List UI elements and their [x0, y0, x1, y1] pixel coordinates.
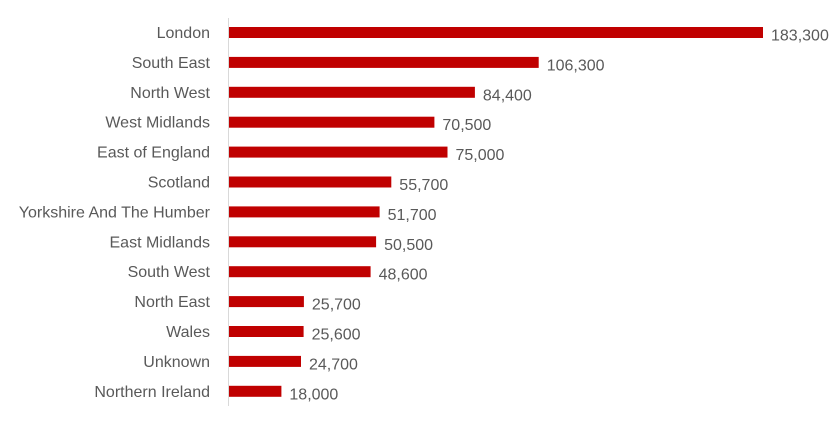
category-label: Unknown [143, 354, 210, 371]
value-label: 84,400 [483, 87, 532, 104]
bar-south-west [229, 266, 371, 278]
category-label: Yorkshire And The Humber [19, 204, 211, 221]
category-label: London [157, 25, 210, 42]
bar-unknown [229, 355, 301, 367]
bar-east-midlands [229, 236, 377, 248]
value-label: 70,500 [442, 117, 491, 134]
category-label: Wales [166, 324, 210, 341]
value-label: 25,600 [312, 327, 361, 344]
bar-yorkshire-and-the-humber [229, 206, 380, 218]
bar-west-midlands [229, 116, 435, 128]
value-label: 106,300 [547, 57, 605, 74]
category-label: East of England [97, 145, 210, 162]
category-label: North West [130, 85, 210, 102]
value-label: 50,500 [384, 237, 433, 254]
category-label: West Midlands [105, 115, 210, 132]
category-label: Northern Ireland [94, 384, 210, 401]
value-label: 25,700 [312, 297, 361, 314]
value-label: 18,000 [289, 386, 338, 403]
bar-northern-ireland [229, 385, 282, 397]
value-label: 24,700 [309, 356, 358, 373]
value-label: 51,700 [388, 207, 437, 224]
value-labels-layer: 183,300 106,300 84,400 70,500 75,000 55,700 51… [289, 28, 829, 404]
value-label: 48,600 [379, 267, 428, 284]
category-label: Scotland [148, 175, 210, 192]
bar-london [229, 27, 763, 38]
category-label: North East [134, 294, 210, 311]
bar-north-west [229, 86, 475, 98]
bar-south-east [229, 56, 539, 68]
bar-wales [229, 326, 304, 337]
value-label: 183,300 [771, 28, 829, 45]
category-labels-layer: London South East North West West Midlands E… [19, 25, 211, 401]
bar-scotland [229, 176, 392, 188]
bars-layer [229, 27, 763, 397]
category-label: South West [128, 264, 211, 281]
bar-north-east [229, 296, 304, 308]
category-label: East Midlands [110, 234, 211, 251]
category-label: South East [132, 55, 211, 72]
bar-east-of-england [229, 146, 448, 158]
value-label: 55,700 [399, 177, 448, 194]
value-label: 75,000 [456, 147, 505, 164]
